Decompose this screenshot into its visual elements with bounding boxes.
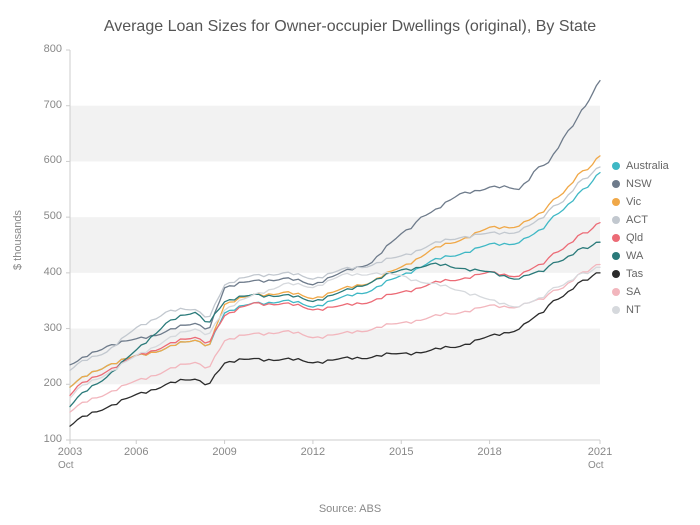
legend-item-qld: Qld	[612, 232, 669, 244]
legend-dot-icon	[612, 180, 620, 188]
legend-dot-icon	[612, 270, 620, 278]
legend-label: ACT	[626, 214, 648, 226]
legend-label: Qld	[626, 232, 643, 244]
y-tick-label: 500	[32, 210, 62, 222]
legend-label: NT	[626, 304, 641, 316]
legend-label: Vic	[626, 196, 641, 208]
x-tick-label: 2015	[381, 446, 421, 458]
y-tick-label: 300	[32, 322, 62, 334]
legend-label: Tas	[626, 268, 643, 280]
legend-item-australia: Australia	[612, 160, 669, 172]
chart-title: Average Loan Sizes for Owner-occupier Dw…	[0, 18, 700, 36]
legend-item-sa: SA	[612, 286, 669, 298]
legend-dot-icon	[612, 252, 620, 260]
chart-container: Average Loan Sizes for Owner-occupier Dw…	[0, 0, 700, 525]
legend-dot-icon	[612, 234, 620, 242]
chart-legend: Australia NSW Vic ACT Qld WA Tas SA NT	[612, 160, 669, 322]
y-tick-label: 600	[32, 154, 62, 166]
legend-dot-icon	[612, 162, 620, 170]
y-tick-label: 400	[32, 266, 62, 278]
legend-item-act: ACT	[612, 214, 669, 226]
legend-item-nsw: NSW	[612, 178, 669, 190]
x-tick-label: 2018	[470, 446, 510, 458]
legend-label: SA	[626, 286, 641, 298]
x-sub-label: Oct	[58, 460, 74, 471]
legend-dot-icon	[612, 306, 620, 314]
legend-dot-icon	[612, 288, 620, 296]
x-tick-label: 2021	[580, 446, 620, 458]
legend-item-wa: WA	[612, 250, 669, 262]
legend-label: WA	[626, 250, 643, 262]
y-tick-label: 100	[32, 433, 62, 445]
y-tick-label: 800	[32, 43, 62, 55]
x-tick-label: 2012	[293, 446, 333, 458]
y-tick-label: 700	[32, 99, 62, 111]
legend-label: NSW	[626, 178, 652, 190]
y-tick-label: 200	[32, 377, 62, 389]
legend-dot-icon	[612, 198, 620, 206]
x-tick-label: 2006	[116, 446, 156, 458]
x-sub-label: Oct	[588, 460, 604, 471]
legend-item-vic: Vic	[612, 196, 669, 208]
x-tick-label: 2009	[205, 446, 245, 458]
x-tick-label: 2003	[50, 446, 90, 458]
legend-item-nt: NT	[612, 304, 669, 316]
chart-plot	[70, 50, 600, 440]
chart-source: Source: ABS	[0, 503, 700, 515]
legend-item-tas: Tas	[612, 268, 669, 280]
legend-label: Australia	[626, 160, 669, 172]
legend-dot-icon	[612, 216, 620, 224]
y-axis-label: $ thousands	[12, 210, 24, 270]
